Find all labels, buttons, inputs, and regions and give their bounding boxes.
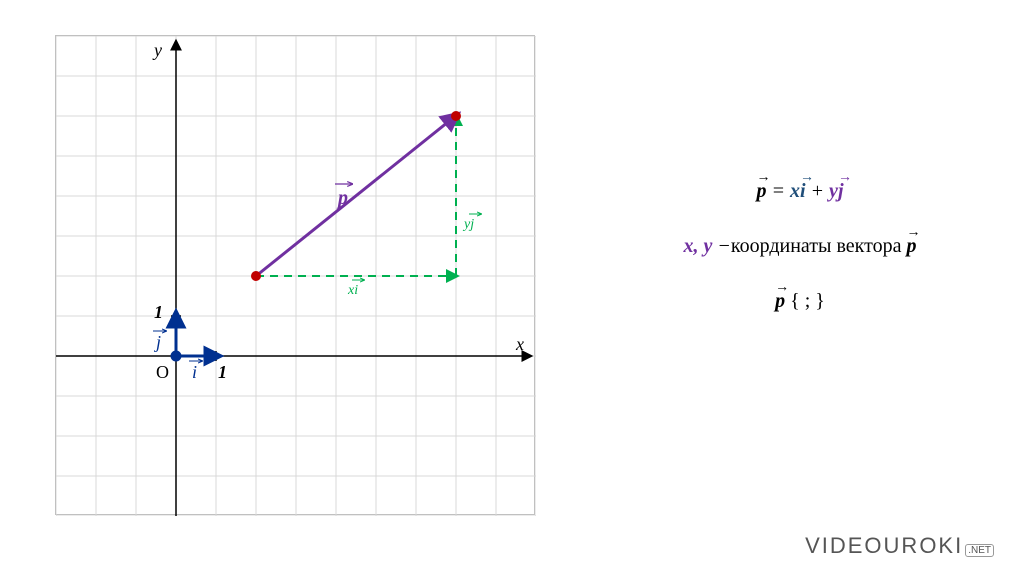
graph-svg: y x O 1 1 i j p xi — [56, 36, 536, 516]
watermark: VIDEOUROKI.NET — [805, 533, 994, 559]
p-end-dot — [451, 111, 461, 121]
p-symbol: p — [756, 180, 766, 203]
formula-area: p = xi + yj x, y −координаты вектора p p… — [620, 180, 980, 345]
word-coords: координаты — [731, 235, 832, 257]
origin-label: O — [156, 362, 169, 382]
xy-symbol: x, y — [684, 235, 713, 257]
y-axis-label: y — [152, 40, 162, 60]
formula-line-2: x, y −координаты вектора p — [620, 235, 980, 258]
svg-text:i: i — [192, 362, 197, 382]
x-axis-label: x — [515, 334, 524, 354]
i-label: i — [189, 361, 202, 382]
word-vector: вектора — [831, 235, 906, 257]
p-symbol-3: p — [775, 290, 785, 313]
xi-label: xi — [347, 280, 364, 298]
yj-label: yj — [462, 214, 481, 232]
one-y-label: 1 — [154, 302, 163, 322]
svg-text:xi: xi — [347, 283, 358, 298]
p-symbol-2: p — [906, 235, 916, 258]
vector-p — [256, 118, 453, 276]
unit-vectors — [172, 318, 214, 360]
svg-text:yj: yj — [462, 217, 474, 232]
p-start-dot — [251, 271, 261, 281]
y-symbol: y — [829, 180, 838, 202]
svg-text:p: p — [336, 187, 348, 209]
watermark-suffix: .NET — [965, 544, 994, 557]
coordinate-graph: y x O 1 1 i j p xi — [55, 35, 535, 515]
j-symbol: j — [838, 180, 844, 203]
i-symbol: i — [800, 180, 806, 203]
dash-sep: − — [712, 235, 731, 257]
one-x-label: 1 — [218, 362, 227, 382]
equals: = — [766, 180, 790, 202]
watermark-main: VIDEOUROKI — [805, 533, 963, 558]
svg-text:j: j — [154, 332, 161, 352]
formula-line-1: p = xi + yj — [620, 180, 980, 203]
formula-line-3: p { ; } — [620, 290, 980, 313]
j-label: j — [153, 331, 166, 352]
braces: { ; } — [785, 290, 825, 312]
x-symbol: x — [790, 180, 800, 202]
grid-lines — [56, 36, 536, 516]
axes — [56, 41, 531, 516]
